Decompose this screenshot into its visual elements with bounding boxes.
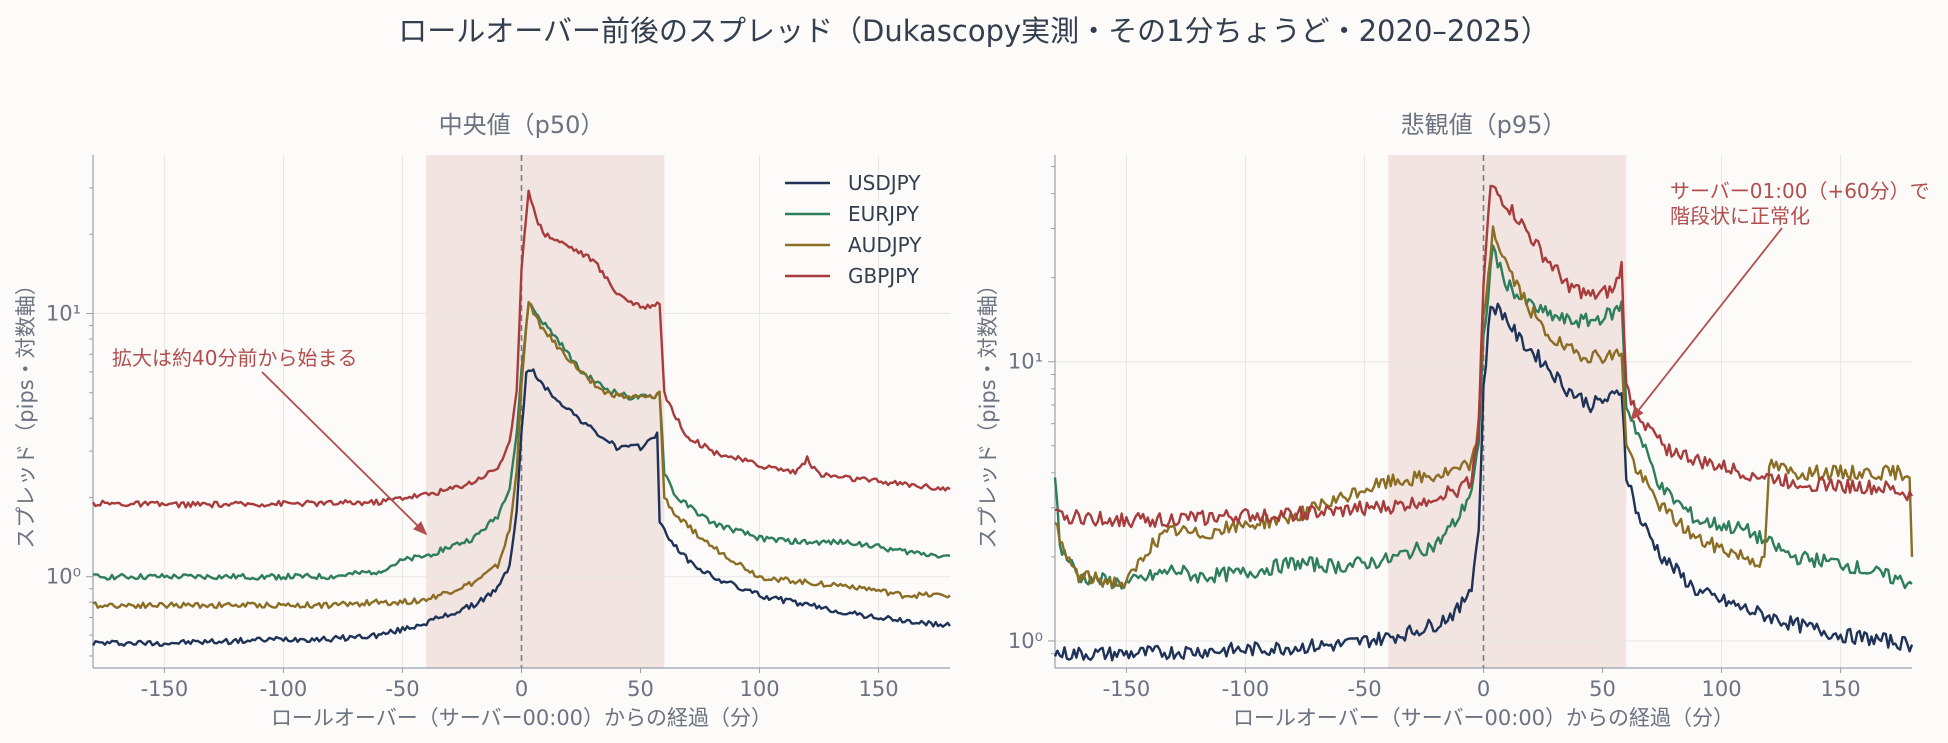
annotation-arrow (1630, 227, 1783, 421)
x-tick-label: 100 (1702, 677, 1742, 701)
panel-title: 中央値（p50） (439, 111, 605, 139)
chart-panel-2: -150 -100 -50 0 50 100 150 10⁰ 10¹ 悲観値（p95） ロールオーバ… (976, 111, 1930, 730)
x-tick-label: 150 (1821, 677, 1861, 701)
x-tick-label: 0 (515, 677, 528, 701)
x-tick-label: 50 (1589, 677, 1616, 701)
chart-panel-1: -150 -100 -50 0 50 100 150 10⁰ 10¹ 中央値（p50） ロールオーバ… (14, 111, 951, 730)
y-tick-label: 10⁰ (1008, 629, 1043, 653)
series-line-eurjpy (92, 303, 951, 581)
x-axis-label: ロールオーバー（サーバー00:00）からの経過（分） (271, 706, 772, 730)
panel-title: 悲観値（p95） (1401, 111, 1567, 139)
y-tick-label: 10¹ (1008, 350, 1043, 374)
legend-label: GBPJPY (848, 264, 920, 288)
x-tick-label: 50 (627, 677, 654, 701)
legend: USDJPY EURJPY AUDJPY GBPJPY (785, 171, 922, 288)
series-line-audjpy (92, 300, 951, 610)
series-line-gbpjpy (1054, 184, 1914, 529)
x-tick-label: -150 (141, 677, 189, 701)
y-axis-label: スプレッド（pips・対数軸） (976, 274, 1000, 548)
y-tick-label: 10⁰ (46, 565, 81, 589)
series-line-gbpjpy (91, 189, 951, 509)
x-tick-label: -50 (1347, 677, 1381, 701)
x-tick-label: -100 (1222, 677, 1270, 701)
chart-title: ロールオーバー前後のスプレッド（Dukascopy実測・その1分ちょうど・202… (398, 14, 1550, 48)
annotation-text: 拡大は約40分前から始まる (112, 346, 357, 370)
annotation-arrow (261, 371, 428, 536)
x-tick-label: -100 (260, 677, 308, 701)
annotation-text: 階段状に正常化 (1670, 204, 1810, 228)
legend-label: USDJPY (848, 171, 921, 195)
x-tick-label: 0 (1477, 677, 1490, 701)
x-axis-label: ロールオーバー（サーバー00:00）からの経過（分） (1233, 706, 1734, 730)
shaded-rollover-window (1388, 155, 1627, 668)
shaded-rollover-window (426, 155, 665, 668)
series-line-usdjpy (1053, 302, 1914, 662)
legend-label: EURJPY (848, 202, 920, 226)
x-tick-label: -150 (1103, 677, 1151, 701)
series-line-usdjpy (91, 368, 951, 647)
x-tick-label: 150 (859, 677, 899, 701)
y-axis-label: スプレッド（pips・対数軸） (14, 274, 38, 548)
x-tick-label: 100 (740, 677, 780, 701)
y-tick-label: 10¹ (46, 301, 81, 325)
x-tick-label: -50 (385, 677, 419, 701)
legend-label: AUDJPY (848, 233, 922, 257)
annotation-text: サーバー01:00（+60分）で (1670, 179, 1930, 203)
